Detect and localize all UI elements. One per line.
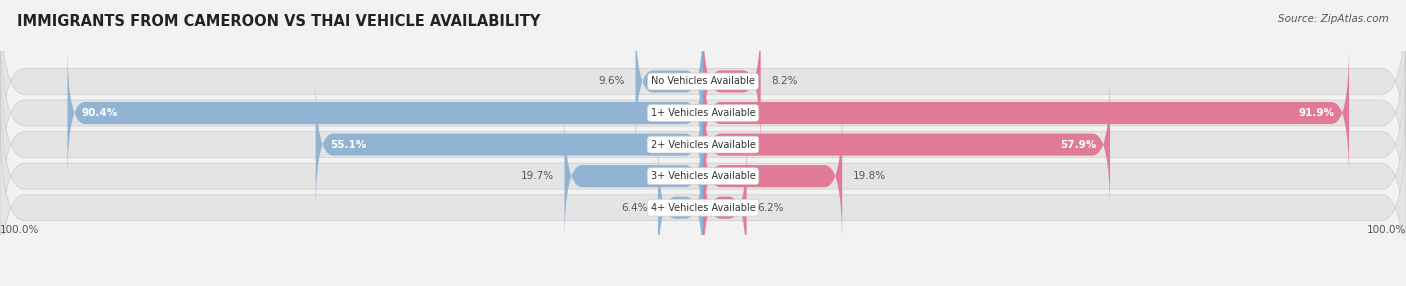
FancyBboxPatch shape — [565, 108, 703, 244]
FancyBboxPatch shape — [703, 14, 761, 149]
FancyBboxPatch shape — [0, 15, 1406, 210]
Text: No Vehicles Available: No Vehicles Available — [651, 76, 755, 86]
FancyBboxPatch shape — [315, 77, 703, 212]
Text: 57.9%: 57.9% — [1060, 140, 1097, 150]
Text: Source: ZipAtlas.com: Source: ZipAtlas.com — [1278, 14, 1389, 24]
Text: 6.4%: 6.4% — [621, 203, 647, 213]
Text: 9.6%: 9.6% — [599, 76, 624, 86]
Text: 100.0%: 100.0% — [0, 225, 39, 235]
Text: 100.0%: 100.0% — [1367, 225, 1406, 235]
Text: 6.2%: 6.2% — [756, 203, 783, 213]
FancyBboxPatch shape — [0, 47, 1406, 242]
Text: 8.2%: 8.2% — [772, 76, 797, 86]
FancyBboxPatch shape — [0, 110, 1406, 286]
Text: IMMIGRANTS FROM CAMEROON VS THAI VEHICLE AVAILABILITY: IMMIGRANTS FROM CAMEROON VS THAI VEHICLE… — [17, 14, 540, 29]
FancyBboxPatch shape — [703, 77, 1111, 212]
FancyBboxPatch shape — [636, 14, 703, 149]
FancyBboxPatch shape — [0, 79, 1406, 274]
FancyBboxPatch shape — [658, 140, 703, 275]
Text: 1+ Vehicles Available: 1+ Vehicles Available — [651, 108, 755, 118]
FancyBboxPatch shape — [0, 0, 1406, 179]
FancyBboxPatch shape — [703, 140, 747, 275]
Text: 19.8%: 19.8% — [852, 171, 886, 181]
Text: 4+ Vehicles Available: 4+ Vehicles Available — [651, 203, 755, 213]
Text: 90.4%: 90.4% — [82, 108, 118, 118]
Text: 19.7%: 19.7% — [520, 171, 554, 181]
FancyBboxPatch shape — [703, 45, 1350, 181]
FancyBboxPatch shape — [703, 108, 842, 244]
Text: 55.1%: 55.1% — [329, 140, 366, 150]
Text: 91.9%: 91.9% — [1299, 108, 1336, 118]
Text: 3+ Vehicles Available: 3+ Vehicles Available — [651, 171, 755, 181]
Text: 2+ Vehicles Available: 2+ Vehicles Available — [651, 140, 755, 150]
FancyBboxPatch shape — [67, 45, 703, 181]
